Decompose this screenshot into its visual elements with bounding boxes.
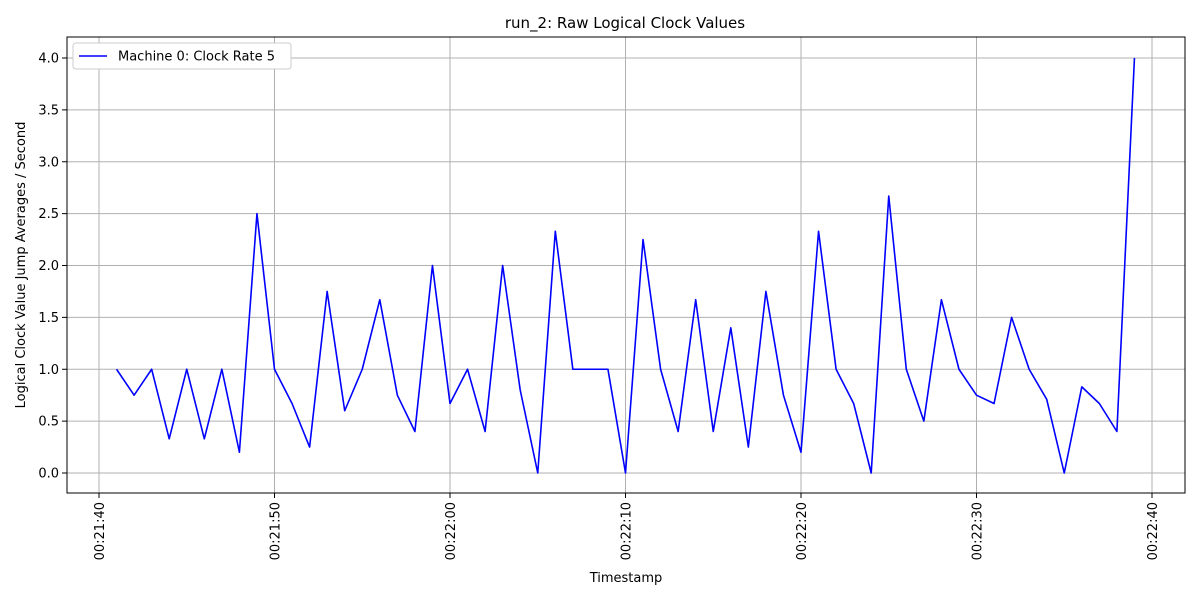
y-tick-label: 1.5 <box>38 311 59 326</box>
y-tick-label: 0.5 <box>38 415 59 430</box>
legend-label: Machine 0: Clock Rate 5 <box>118 50 275 65</box>
x-tick-label: 00:21:40 <box>93 502 108 560</box>
x-tick-label: 00:22:00 <box>444 502 459 560</box>
x-tick-label: 00:22:30 <box>971 502 986 560</box>
y-tick-label: 1.0 <box>38 363 59 378</box>
x-tick-label: 00:21:50 <box>269 502 284 560</box>
y-tick-label: 2.5 <box>38 207 59 222</box>
series-layer <box>115 57 1136 474</box>
y-tick-label: 2.0 <box>38 259 59 274</box>
y-tick-label: 3.5 <box>38 103 59 118</box>
x-tick-label: 00:22:20 <box>795 502 810 560</box>
ticks-layer: 00:21:40 00:21:50 00:22:00 00:22:10 00:22:20… <box>38 52 1161 561</box>
legend: Machine 0: Clock Rate 5 <box>72 42 292 70</box>
y-axis-label: Logical Clock Value Jump Averages / Seco… <box>14 122 29 409</box>
legend-box <box>72 42 292 70</box>
y-tick-label: 3.0 <box>38 155 59 170</box>
x-axis-label: Timestamp <box>589 571 663 586</box>
grid-layer <box>67 37 1185 493</box>
chart-title: run_2: Raw Logical Clock Values <box>505 14 745 33</box>
x-tick-label: 00:22:10 <box>620 502 635 560</box>
x-tick-label: 00:22:40 <box>1146 502 1161 560</box>
series-line <box>115 57 1136 474</box>
y-tick-label: 0.0 <box>38 467 59 482</box>
y-tick-label: 4.0 <box>38 52 59 67</box>
